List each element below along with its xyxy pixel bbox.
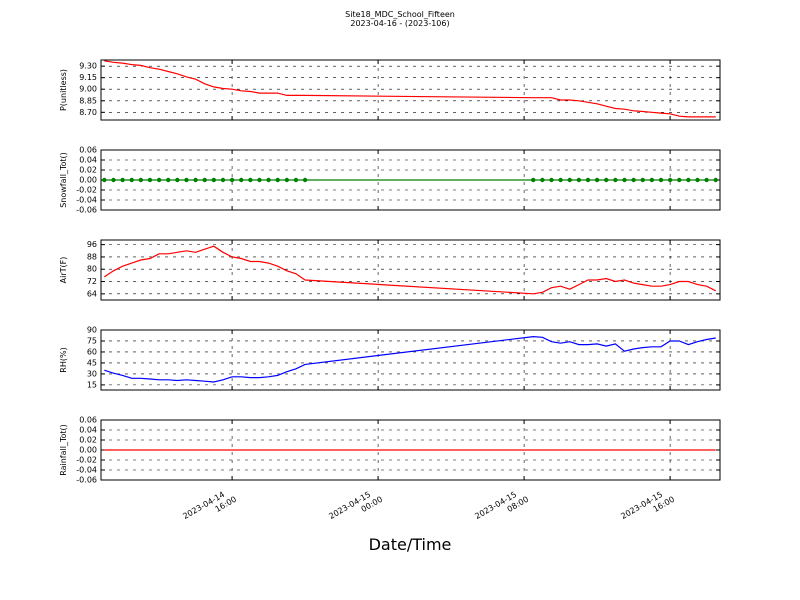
y-axis-label: P(unitless)	[59, 69, 68, 111]
data-marker	[658, 177, 664, 183]
y-tick-label: 80	[87, 265, 97, 274]
y-tick-label: 8.70	[79, 108, 97, 117]
data-marker	[531, 177, 536, 183]
y-tick-label: -0.06	[76, 206, 97, 215]
data-marker	[649, 177, 655, 183]
y-tick-label: 0.02	[79, 436, 97, 445]
data-marker	[202, 177, 207, 183]
y-axis-label: RH(%)	[59, 347, 68, 372]
y-axis-label: Rainfall_Tot()	[59, 424, 68, 476]
y-tick-label: 0.04	[79, 426, 97, 435]
data-marker	[293, 177, 299, 183]
data-marker	[695, 177, 700, 183]
y-tick-label: 72	[87, 277, 97, 286]
data-marker	[604, 177, 609, 183]
data-marker	[248, 177, 253, 183]
data-line	[104, 335, 716, 383]
x-axis-label: Date/Time	[369, 535, 452, 554]
plot-frame	[100, 149, 721, 211]
data-marker	[129, 177, 134, 183]
y-tick-label: 60	[87, 347, 97, 356]
y-tick-label: -0.02	[76, 186, 97, 195]
data-marker	[704, 177, 709, 183]
chart-title: Site18_MDC_School_Fifteen	[345, 10, 455, 19]
data-marker	[558, 177, 563, 183]
data-marker	[622, 177, 627, 183]
y-tick-label: 64	[87, 289, 97, 298]
y-tick-label: 8.85	[79, 96, 97, 105]
y-tick-label: 9.15	[79, 73, 97, 82]
data-marker	[576, 177, 582, 183]
data-marker	[677, 177, 682, 183]
y-tick-label: -0.06	[76, 476, 97, 485]
y-tick-label: 90	[87, 326, 97, 335]
data-line	[103, 245, 716, 295]
y-tick-label: 75	[87, 336, 97, 345]
y-tick-label: 88	[87, 252, 97, 261]
data-marker	[166, 177, 171, 183]
data-marker	[549, 177, 554, 183]
data-marker	[229, 177, 235, 183]
chart-subtitle: 2023-04-16 - (2023-106)	[350, 19, 449, 28]
data-marker	[147, 177, 153, 183]
data-marker	[220, 177, 226, 183]
y-axis-label: AirT(F)	[59, 257, 68, 284]
y-tick-label: 15	[87, 380, 97, 389]
data-marker	[540, 177, 545, 183]
data-marker	[138, 177, 144, 183]
y-tick-label: 30	[87, 369, 97, 378]
data-marker	[613, 177, 618, 183]
data-marker	[713, 177, 718, 183]
data-marker	[284, 177, 290, 183]
y-tick-label: -0.04	[76, 466, 97, 475]
data-marker	[184, 177, 189, 183]
y-tick-label: -0.04	[76, 196, 97, 205]
data-marker	[631, 177, 636, 183]
data-marker	[567, 177, 572, 183]
data-marker	[156, 177, 162, 183]
y-tick-label: 0.00	[79, 176, 97, 185]
y-tick-label: 9.00	[79, 85, 97, 94]
data-marker	[266, 177, 271, 183]
data-marker	[120, 177, 125, 183]
y-tick-label: 0.00	[79, 446, 97, 455]
data-marker	[640, 177, 645, 183]
data-marker	[239, 177, 244, 183]
data-marker	[275, 177, 280, 183]
y-axis-label: Snowfall_Tot()	[59, 152, 68, 208]
plot-frame	[100, 59, 721, 121]
plot-frame	[100, 329, 721, 391]
y-tick-label: 0.06	[79, 146, 97, 155]
data-marker	[257, 177, 262, 183]
y-tick-label: 96	[87, 240, 97, 249]
plot-frame	[100, 239, 721, 301]
y-tick-label: 0.06	[79, 416, 97, 425]
data-marker	[667, 177, 673, 183]
plot-frame	[100, 419, 721, 481]
y-tick-label: 0.02	[79, 166, 97, 175]
data-line	[104, 60, 716, 118]
y-tick-label: 9.30	[79, 62, 97, 71]
data-marker	[594, 177, 600, 183]
data-marker	[111, 177, 116, 183]
data-marker	[175, 177, 180, 183]
y-tick-label: 0.04	[79, 156, 97, 165]
y-tick-label: -0.02	[76, 456, 97, 465]
data-marker	[585, 177, 591, 183]
data-marker	[302, 177, 308, 183]
y-tick-label: 45	[87, 358, 97, 367]
data-marker	[686, 177, 691, 183]
data-marker	[102, 177, 107, 183]
data-marker	[193, 177, 198, 183]
data-marker	[211, 177, 217, 183]
